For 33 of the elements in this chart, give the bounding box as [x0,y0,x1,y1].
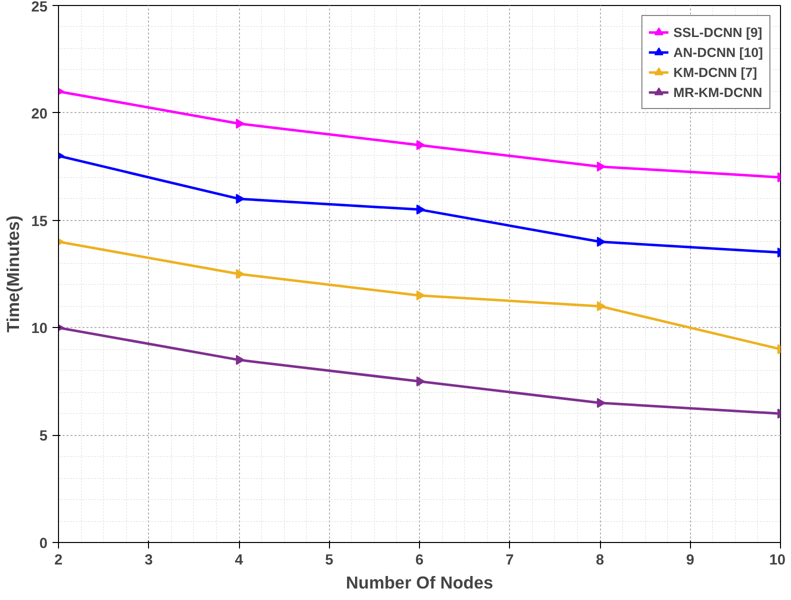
x-tick-label: 6 [415,552,424,568]
y-tick-label: 20 [31,106,48,122]
point [596,398,606,408]
legend-label: MR-KM-DCNN [673,84,762,100]
point [596,236,606,247]
x-tick-label: 3 [144,552,153,568]
point [416,140,426,150]
y-axis-title: Time(Minutes) [3,215,24,333]
x-tick-label: 9 [686,552,694,568]
point [236,269,245,279]
x-tick-label: 8 [596,552,604,568]
y-tick-label: 25 [31,0,48,16]
legend-label: KM-DCNN [7] [673,64,758,80]
y-tick-label: 5 [39,428,48,445]
x-tick-label: 4 [234,552,244,568]
point [596,162,606,172]
legend-label: SSL-DCNN [9] [673,24,762,40]
point [236,118,245,129]
legend-label: AN-DCNN [10] [673,44,763,60]
point [416,204,426,215]
point [416,290,426,300]
y-tick-label: 10 [31,321,48,338]
point [596,301,606,312]
y-tick-label: 0 [39,536,48,552]
x-tick-label: 2 [54,552,63,568]
x-axis-title: Number Of Nodes [346,572,494,592]
point [236,194,245,204]
x-tick-label: 10 [769,552,786,568]
x-tick-label: 7 [506,552,514,568]
point [416,376,426,386]
point [236,354,245,365]
y-tick-label: 15 [31,214,48,230]
x-tick-label: 5 [325,552,334,568]
